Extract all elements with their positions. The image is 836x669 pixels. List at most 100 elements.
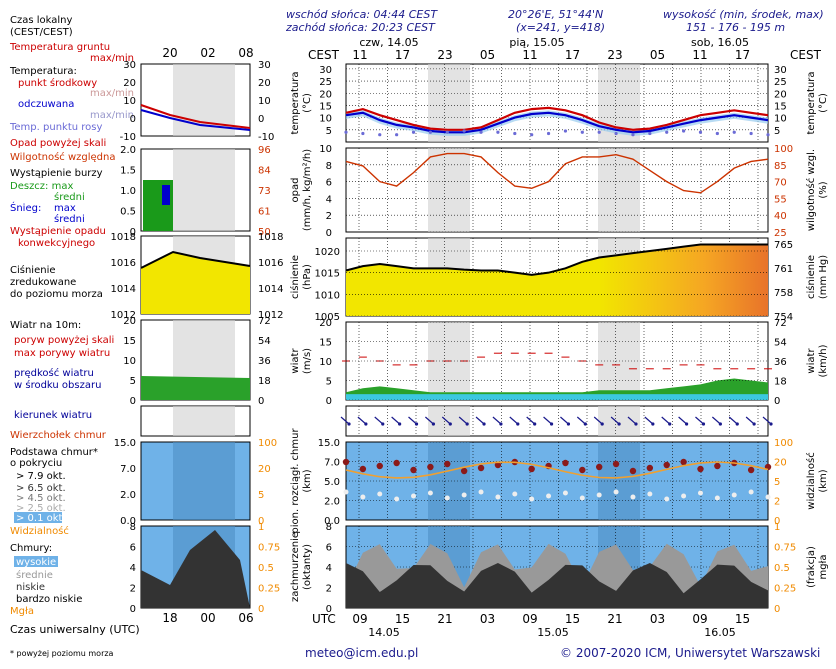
night-band <box>598 148 640 232</box>
cover-tick-left: 8 <box>326 522 332 533</box>
dew-point <box>715 131 719 136</box>
wind-tick-left: 0 <box>326 396 332 407</box>
panel-kier <box>345 405 769 437</box>
wind-arrow <box>762 416 772 425</box>
vis-tick-right: 5 <box>774 477 780 488</box>
small-temp-tick: 10 <box>123 96 136 107</box>
humidity-line <box>345 152 769 194</box>
humid-tick-right: 55 <box>774 194 787 205</box>
cloud-base-dot <box>529 496 535 502</box>
small-cover <box>141 530 250 608</box>
wind-arrow <box>492 416 502 425</box>
small-frac-tick: 0.5 <box>258 563 274 574</box>
cest-left: CEST <box>308 48 340 62</box>
dew-point <box>580 130 584 134</box>
small-feels-line <box>140 109 251 131</box>
legend-temp-gruntu: Temperatura gruntu <box>9 42 110 53</box>
press-tick-left: 1010 <box>315 290 340 301</box>
small-frac-tick: 0.25 <box>258 584 280 595</box>
small-precip-tick: 2.0 <box>120 145 136 156</box>
wind-arrow-head <box>398 422 402 426</box>
legend-ok25: > 2.5 okt. <box>16 503 66 514</box>
legend-kierunek: kierunek wiatru <box>14 410 92 421</box>
dew-point <box>411 130 416 134</box>
axis-title-unit: (°C) <box>818 93 829 113</box>
small-wind-tick: 5 <box>130 376 136 387</box>
cloud-base-dot <box>461 492 467 498</box>
wind-arrow-head <box>516 422 520 426</box>
axis-title-unit: (mm/h, kg/m²/h) <box>302 149 313 231</box>
legend-podstawa1: Podstawa chmur* <box>10 447 98 458</box>
utc-hour: 15 <box>565 612 580 626</box>
legend-predkosc1: prędkość wiatru <box>14 367 94 379</box>
small-night <box>173 149 235 231</box>
utc-date: 15.05 <box>537 626 569 639</box>
cloud-top-dot <box>612 460 620 468</box>
axis-title: wiatr <box>290 348 301 374</box>
vis-tick-right: 0 <box>774 516 780 527</box>
small-precip-tick: 0 <box>130 227 136 238</box>
press-tick-right: 761 <box>774 264 793 275</box>
legend-ok45: > 4.5 okt. <box>16 493 66 504</box>
wind-tick-left: 5 <box>326 377 332 388</box>
right-axis-title: temperatura (°C) <box>806 71 829 134</box>
legend-cest: (CEST/CEST) <box>10 27 73 38</box>
legend-snieg-sr: średni <box>54 213 85 225</box>
cloud-base-dot <box>377 491 383 497</box>
wind-arrow <box>576 416 586 425</box>
axis-title-unit: (hPa) <box>302 264 313 290</box>
legend-cisnienie1: Ciśnienie <box>10 264 56 276</box>
small-wind-tick: 10 <box>123 356 136 367</box>
hour-label: 23 <box>607 48 622 62</box>
wind-arrow-head <box>735 422 739 426</box>
dew-point <box>395 133 399 137</box>
temp-tick-right: 15 <box>774 101 787 112</box>
left-axis-title: pion. rozciągł. chmur (km) <box>290 428 313 534</box>
dew-point <box>665 130 669 134</box>
small-press-tick-r: 1012 <box>258 310 283 321</box>
press-tick-left: 1020 <box>315 247 340 258</box>
height-values: 151 - 176 - 195 m <box>686 21 785 34</box>
footer-email: meteo@icm.edu.pl <box>305 646 418 660</box>
utc-hour: 15 <box>395 612 410 626</box>
small-pressure-line <box>140 250 251 269</box>
legend-deszcz-sr: średni <box>54 191 85 203</box>
utc-date: 14.05 <box>368 626 400 639</box>
small-cover-tick: 0 <box>130 604 136 615</box>
wind-arrow <box>728 416 738 425</box>
legend-wysokie-bg <box>14 556 58 567</box>
wind-arrow-head <box>769 422 773 426</box>
cloud-tick-left: 5.0 <box>324 477 340 488</box>
wind-arrow-head <box>566 422 571 426</box>
axis-title: (frakcja) <box>806 546 817 588</box>
cover-tick-left: 2 <box>326 584 332 595</box>
cloud-base-dot <box>596 492 602 498</box>
coords-text: 20°26'E, 51°44'N <box>508 8 603 21</box>
frac-tick-right: 1 <box>774 522 780 533</box>
wind-tick-left: 20 <box>319 318 332 329</box>
small-frac-tick: 0.75 <box>258 543 280 554</box>
hour-label: 05 <box>650 48 665 62</box>
precip-tick-left: 6 <box>326 178 332 189</box>
small-cover-tick: 6 <box>130 543 136 554</box>
legend-punkt: punkt środkowy <box>18 77 97 89</box>
small-temp-tick: 20 <box>123 78 136 89</box>
small-panels: 3020100-103020100-102.01.51.00.509684736… <box>111 46 284 625</box>
small-press-tick-r: 1014 <box>258 284 283 295</box>
legend-max-min2: max/min <box>90 88 134 99</box>
press-tick-left: 1015 <box>315 269 340 280</box>
small-precip-tick: 0.5 <box>120 207 136 218</box>
cover-tick-left: 4 <box>326 563 332 574</box>
legend-wierzcholek: Wierzchołek chmur <box>10 430 107 441</box>
left-axis-title: opad (mm/h, kg/m²/h) <box>290 149 313 231</box>
temp-tick-right: 25 <box>774 77 787 88</box>
right-axis-title: wiatr (km/h) <box>806 344 829 377</box>
wind-tick-right: 18 <box>774 377 787 388</box>
cloud-top-dot <box>562 459 569 467</box>
small-temp-tick-r: 10 <box>258 96 271 107</box>
cover-tick-left: 6 <box>326 543 332 554</box>
wind-arrow <box>526 416 536 425</box>
cloud-base-dot <box>697 490 703 496</box>
dew-point <box>513 131 517 136</box>
cloud-top-dot <box>747 466 755 474</box>
